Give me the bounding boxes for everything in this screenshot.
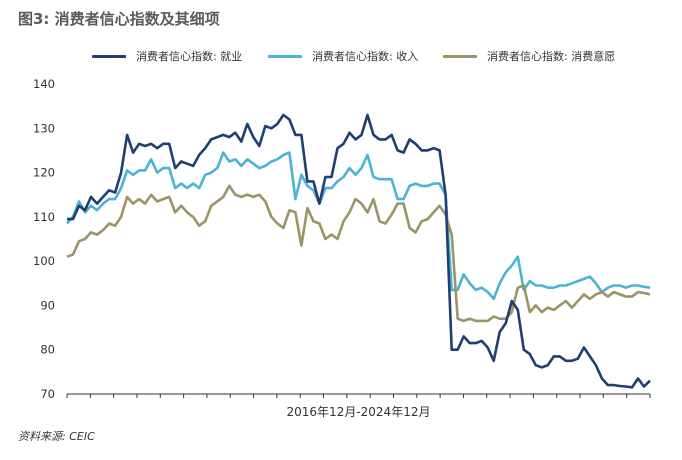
legend: 消费者信心指数: 就业 消费者信心指数: 收入 消费者信心指数: 消费意愿: [0, 48, 682, 70]
x-axis-tick-marks: [66, 394, 651, 398]
legend-label-income: 消费者信心指数: 收入: [312, 50, 419, 63]
x-axis-label: 2016年12月-2024年12月: [287, 405, 431, 419]
y-tick-label-130: 130: [33, 121, 55, 135]
series-line-income: [66, 151, 651, 301]
y-tick-label-110: 110: [33, 210, 55, 224]
y-tick-label-100: 100: [33, 254, 55, 268]
y-tick-label-90: 90: [40, 298, 55, 312]
y-tick-label-80: 80: [40, 343, 55, 357]
legend-swatch-income: [268, 54, 302, 58]
legend-label-consumption: 消费者信心指数: 消费意愿: [487, 50, 616, 63]
y-tick-label-120: 120: [33, 166, 55, 180]
series-line-consumption: [66, 184, 651, 323]
legend-item-income: 消费者信心指数: 收入: [268, 48, 418, 64]
source-note: 资料来源: CEIC: [18, 430, 95, 443]
y-tick-label-70: 70: [40, 387, 55, 401]
y-tick-label-140: 140: [33, 77, 55, 91]
legend-item-consumption: 消费者信心指数: 消费意愿: [443, 48, 615, 64]
series-line-employment: [67, 113, 651, 389]
y-axis-ticks: 70 80 90 100 110 120 130 140: [33, 77, 55, 401]
legend-swatch-consumption: [443, 54, 477, 58]
chart-title: 图3: 消费者信心指数及其细项: [18, 10, 220, 28]
legend-label-employment: 消费者信心指数: 就业: [136, 50, 243, 63]
legend-swatch-employment: [92, 54, 126, 58]
series-lines: [66, 113, 651, 389]
legend-item-employment: 消费者信心指数: 就业: [92, 48, 242, 64]
